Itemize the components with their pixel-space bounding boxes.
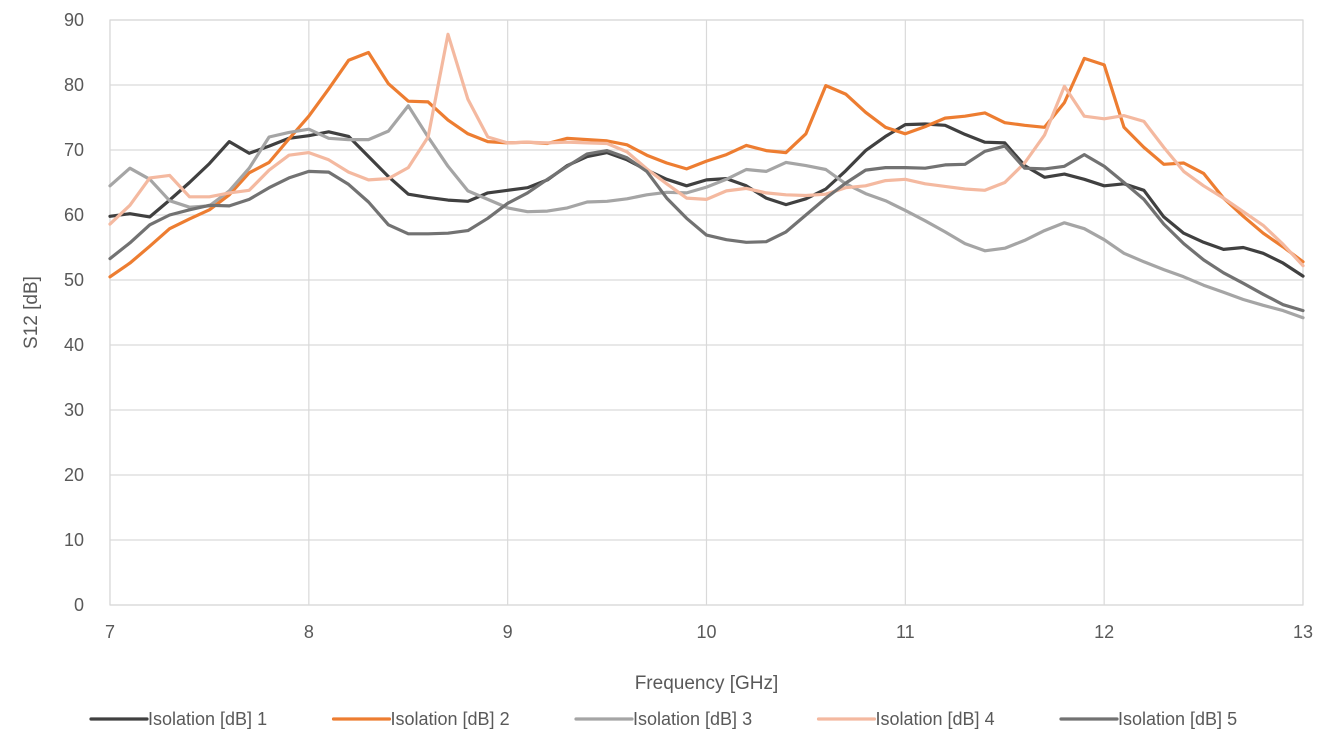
- y-tick-label: 70: [64, 140, 84, 160]
- x-axis-title: Frequency [GHz]: [635, 673, 779, 694]
- y-tick-label: 50: [64, 270, 84, 290]
- x-tick-label: 12: [1094, 622, 1114, 642]
- legend-item: Isolation [dB] 2: [331, 709, 510, 729]
- series-line-3: [108, 104, 1305, 320]
- x-tick-label: 7: [105, 622, 115, 642]
- y-tick-label: 10: [64, 530, 84, 550]
- legend-item: Isolation [dB] 3: [574, 709, 752, 729]
- legend-item: Isolation [dB] 1: [89, 709, 267, 729]
- y-tick-label: 40: [64, 335, 84, 355]
- x-tick-label: 10: [696, 622, 716, 642]
- legend-label: Isolation [dB] 1: [148, 709, 267, 729]
- y-tick-label: 30: [64, 400, 84, 420]
- x-axis-tick-labels: 7 8 9 10 11 12 13: [105, 622, 1313, 642]
- series-line-4: [108, 32, 1305, 268]
- y-tick-label: 80: [64, 75, 84, 95]
- series-line-2: [108, 50, 1305, 279]
- x-tick-label: 8: [304, 622, 314, 642]
- series-line-1: [108, 122, 1305, 278]
- legend-label: Isolation [dB] 5: [1118, 709, 1237, 729]
- legend-label: Isolation [dB] 2: [391, 709, 510, 729]
- y-axis-tick-labels: 0 10 20 30 40 50 60 70 80 90: [64, 10, 84, 615]
- legend-label: Isolation [dB] 4: [876, 709, 995, 729]
- y-tick-label: 60: [64, 205, 84, 225]
- x-tick-label: 11: [896, 622, 915, 642]
- x-tick-label: 13: [1293, 622, 1313, 642]
- y-axis-title: S12 [dB]: [21, 276, 42, 349]
- x-tick-label: 9: [503, 622, 513, 642]
- legend-label: Isolation [dB] 3: [633, 709, 752, 729]
- series-line-5: [108, 144, 1305, 313]
- legend-item: Isolation [dB] 4: [816, 709, 995, 729]
- y-tick-label: 90: [64, 10, 84, 30]
- legend: Isolation [dB] 1 Isolation [dB] 2 Isolatio…: [89, 709, 1237, 729]
- y-tick-label: 0: [74, 595, 84, 615]
- y-tick-label: 20: [64, 465, 84, 485]
- gridlines: [109, 19, 1304, 606]
- plot-area-frame: [109, 19, 1304, 606]
- series-lines: [108, 32, 1305, 320]
- legend-item: Isolation [dB] 5: [1059, 709, 1237, 729]
